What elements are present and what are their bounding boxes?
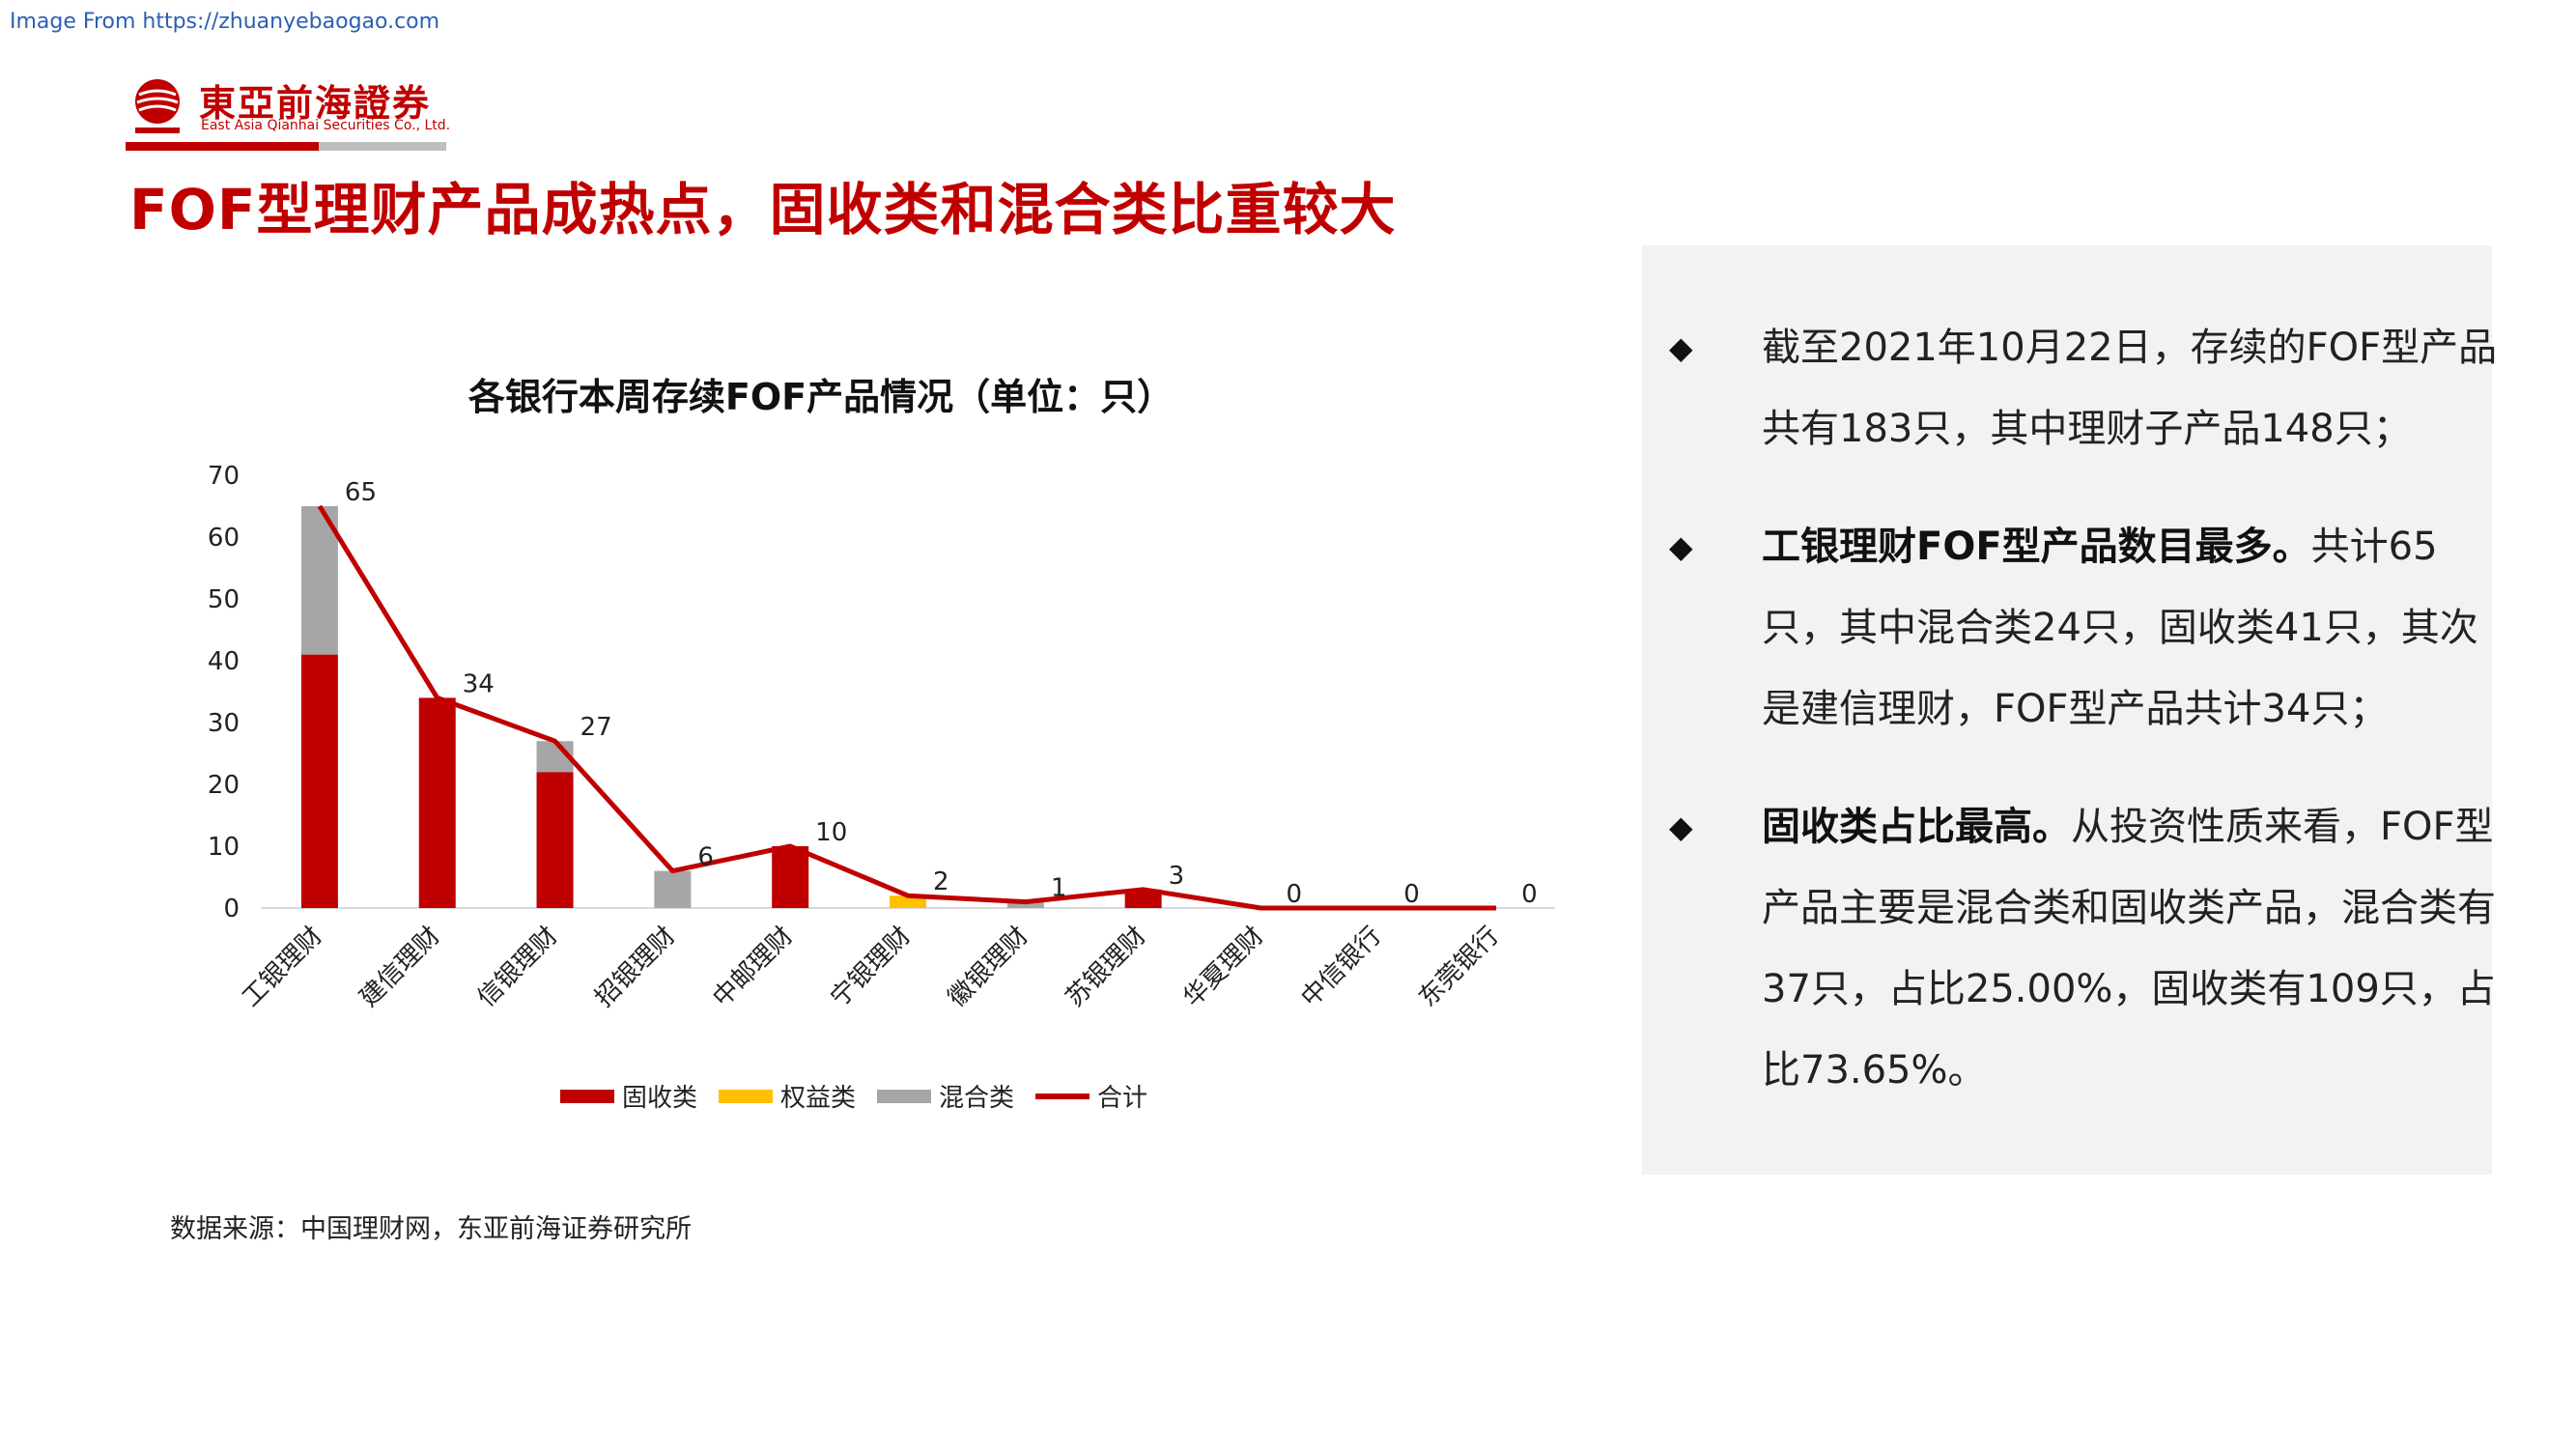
legend-item: 固收类 bbox=[560, 1078, 697, 1114]
y-tick-label: 20 bbox=[208, 771, 240, 800]
chart-title: 各银行本周存续FOF产品情况（单位：只） bbox=[467, 376, 1175, 418]
x-tick-label: 华夏理财 bbox=[1178, 922, 1270, 1013]
bullet-2-text: 共计65只，其中混合类24只，固收类41只，其次是建信理财，FOF型产品共计34… bbox=[1762, 525, 2478, 731]
data-label: 34 bbox=[463, 669, 495, 698]
legend-swatch bbox=[1035, 1093, 1090, 1099]
diamond-bullet-icon: ◆ bbox=[1669, 528, 1693, 565]
bullet-1-text: 截至2021年10月22日，存续的FOF型产品共有183只，其中理财子产品148… bbox=[1762, 326, 2498, 451]
summary-panel: ◆ 截至2021年10月22日，存续的FOF型产品共有183只，其中理财子产品1… bbox=[1642, 245, 2497, 1175]
bullet-3-highlight: 固收类占比最高。 bbox=[1762, 805, 2071, 849]
diamond-bullet-icon: ◆ bbox=[1669, 329, 1693, 366]
data-label: 0 bbox=[1403, 880, 1420, 909]
logo-chinese-name: 東亞前海證券 bbox=[199, 82, 432, 125]
legend-swatch bbox=[560, 1089, 614, 1103]
data-label: 2 bbox=[933, 867, 949, 896]
bar-固收类 bbox=[536, 772, 574, 908]
x-tick-label: 信银理财 bbox=[472, 922, 564, 1013]
data-label: 6 bbox=[697, 843, 714, 872]
page-title: FOF型理财产品成热点，固收类和混合类比重较大 bbox=[129, 177, 1397, 242]
bar-混合类 bbox=[300, 506, 338, 655]
x-tick-label: 徽银理财 bbox=[943, 922, 1034, 1013]
legend-item: 合计 bbox=[1035, 1078, 1147, 1114]
legend-item: 混合类 bbox=[877, 1078, 1014, 1114]
bar-固收类 bbox=[418, 697, 456, 908]
legend-item: 权益类 bbox=[719, 1078, 856, 1114]
x-tick-label: 东莞银行 bbox=[1413, 922, 1505, 1013]
legend-swatch bbox=[719, 1089, 774, 1103]
legend-label: 固收类 bbox=[622, 1084, 698, 1113]
legend-label: 合计 bbox=[1097, 1084, 1148, 1113]
bar-混合类 bbox=[654, 870, 692, 908]
data-label: 27 bbox=[580, 713, 612, 742]
data-label: 0 bbox=[1286, 880, 1302, 909]
series-line-合计 bbox=[317, 504, 1497, 911]
x-tick-label: 苏银理财 bbox=[1061, 922, 1152, 1013]
y-tick-label: 30 bbox=[208, 709, 240, 738]
y-tick-label: 10 bbox=[208, 833, 240, 862]
bar-权益类 bbox=[890, 895, 926, 908]
x-tick-label: 工银理财 bbox=[237, 922, 328, 1013]
y-tick-label: 40 bbox=[208, 647, 240, 676]
x-tick-label: 宁银理财 bbox=[825, 922, 917, 1013]
bar-固收类 bbox=[772, 846, 809, 908]
data-label: 65 bbox=[345, 478, 377, 507]
header-divider-grey bbox=[319, 142, 446, 151]
company-logo: 東亞前海證券 East Asia Qianhai Securities Co.,… bbox=[133, 73, 452, 141]
data-label: 0 bbox=[1521, 880, 1538, 909]
data-label: 10 bbox=[815, 818, 847, 847]
legend-label: 混合类 bbox=[939, 1084, 1015, 1113]
header-divider-red bbox=[126, 142, 319, 151]
source-watermark[interactable]: Image From https://zhuanyebaogao.com bbox=[10, 10, 440, 34]
x-tick-label: 招银理财 bbox=[590, 922, 682, 1013]
chart-legend: 固收类 权益类 混合类 合计 bbox=[560, 1078, 1159, 1114]
x-tick-label: 中信银行 bbox=[1295, 922, 1387, 1013]
bank-fof-chart: 各银行本周存续FOF产品情况（单位：只） 0 10 20 30 40 50 60 70 工银理财… bbox=[174, 367, 1584, 1140]
chart-plot: 010203040506070工银理财 建信理财 信银理财 招银理财 中邮理财 宁银理财徽… bbox=[208, 462, 1555, 1013]
y-tick-label: 70 bbox=[208, 462, 240, 491]
x-tick-label: 中邮理财 bbox=[707, 922, 799, 1013]
x-tick-label: 建信理财 bbox=[354, 922, 446, 1013]
logo-emblem-icon bbox=[135, 79, 180, 133]
bar-固收类 bbox=[1124, 889, 1162, 908]
bar-混合类 bbox=[1006, 901, 1044, 908]
bullet-3-text: 从投资性质来看，FOF型产品主要是混合类和固收类产品，混合类有37只，占比25.… bbox=[1762, 805, 2496, 1093]
y-tick-label: 60 bbox=[208, 524, 240, 553]
data-source-note: 数据来源：中国理财网，东亚前海证券研究所 bbox=[170, 1214, 692, 1244]
diamond-bullet-icon: ◆ bbox=[1669, 809, 1693, 845]
logo-english-name: East Asia Qianhai Securities Co., Ltd. bbox=[201, 118, 451, 133]
legend-swatch bbox=[877, 1089, 932, 1103]
y-tick-label: 0 bbox=[223, 895, 240, 923]
legend-label: 权益类 bbox=[780, 1084, 857, 1113]
data-label: 1 bbox=[1051, 874, 1067, 903]
bullet-2-highlight: 工银理财FOF型产品数目最多。 bbox=[1762, 525, 2311, 569]
data-label: 3 bbox=[1169, 862, 1185, 891]
bar-固收类 bbox=[300, 654, 338, 908]
y-tick-label: 50 bbox=[208, 585, 240, 614]
